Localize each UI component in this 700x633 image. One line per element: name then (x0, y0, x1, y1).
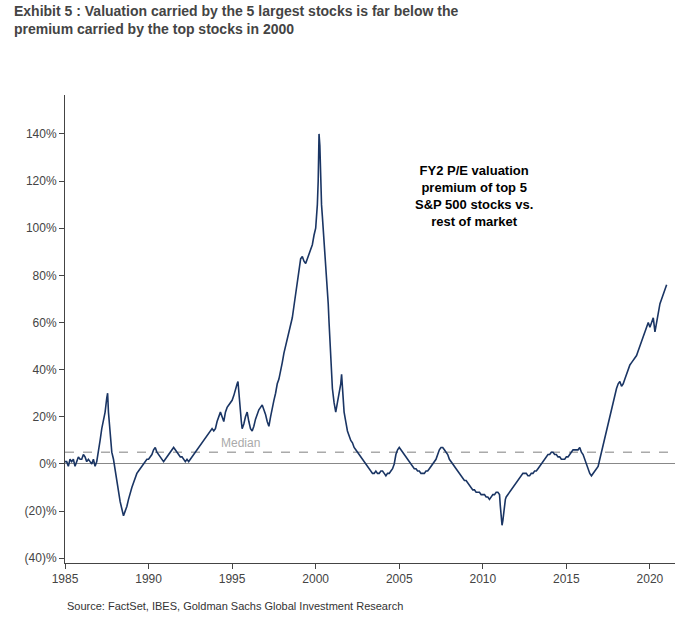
svg-text:80%: 80% (33, 269, 57, 283)
svg-text:100%: 100% (26, 221, 57, 235)
svg-text:2010: 2010 (469, 572, 496, 586)
svg-text:20%: 20% (33, 410, 57, 424)
svg-text:1990: 1990 (135, 572, 162, 586)
svg-text:Exhibit 5 : Valuation carried: Exhibit 5 : Valuation carried by the 5 l… (14, 3, 458, 37)
svg-text:FY2 P/E valuationpremium of to: FY2 P/E valuationpremium of top 5S&P 500… (415, 163, 533, 229)
svg-text:1995: 1995 (219, 572, 246, 586)
svg-text:Median: Median (221, 436, 260, 450)
svg-text:Source: FactSet, IBES, Goldman: Source: FactSet, IBES, Goldman Sachs Glo… (67, 600, 403, 612)
svg-text:140%: 140% (26, 127, 57, 141)
svg-text:2005: 2005 (386, 572, 413, 586)
svg-text:2020: 2020 (637, 572, 664, 586)
svg-text:2015: 2015 (553, 572, 580, 586)
svg-text:(20)%: (20)% (25, 504, 57, 518)
svg-text:2000: 2000 (302, 572, 329, 586)
svg-text:1985: 1985 (52, 572, 79, 586)
svg-text:60%: 60% (33, 316, 57, 330)
svg-text:0%: 0% (39, 457, 57, 471)
svg-text:40%: 40% (33, 363, 57, 377)
svg-text:(40)%: (40)% (25, 551, 57, 565)
svg-text:120%: 120% (26, 174, 57, 188)
